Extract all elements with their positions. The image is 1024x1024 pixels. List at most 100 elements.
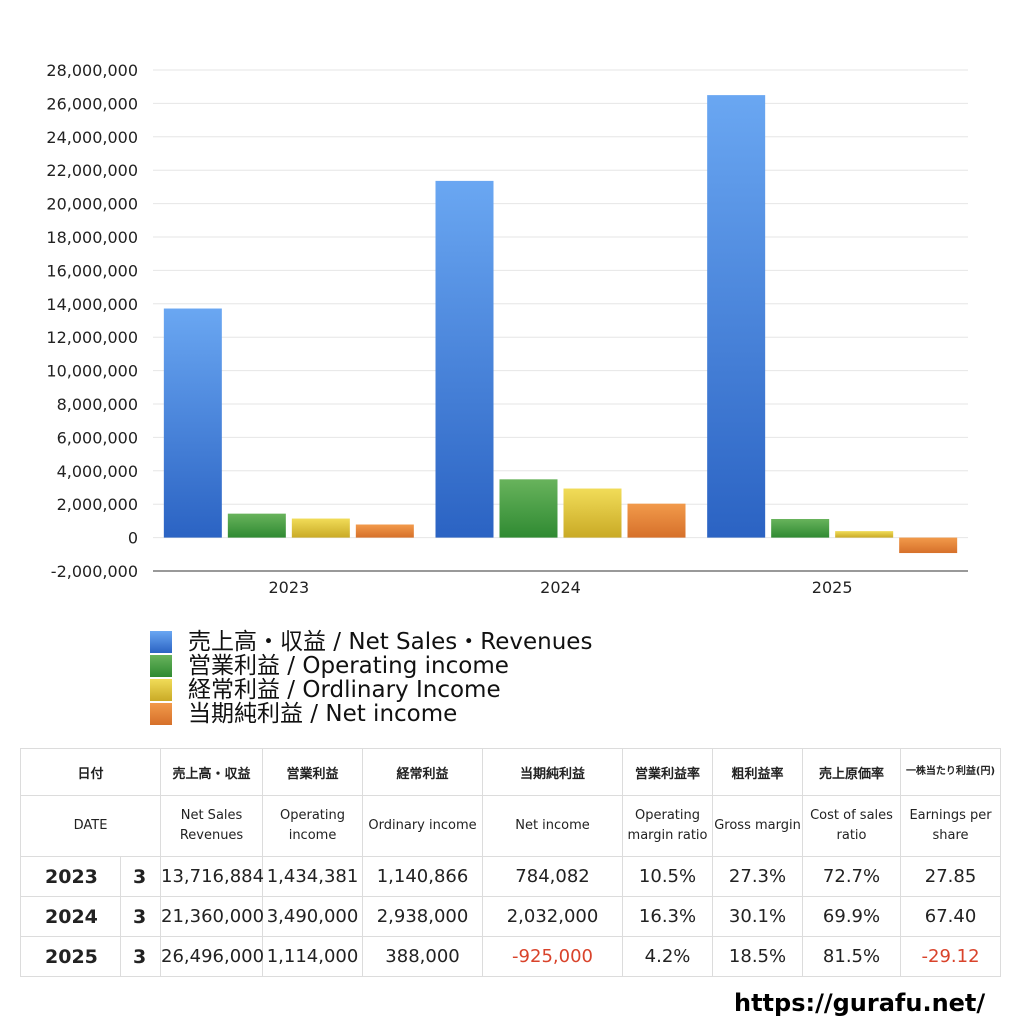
bar-2024-series-2 — [563, 488, 622, 538]
cell-gm: 27.3% — [712, 856, 804, 897]
cell-month: 3 — [119, 856, 162, 897]
legend-item-net-income: 当期純利益 / Net income — [150, 702, 592, 726]
cell-op: 1,114,000 — [262, 936, 364, 977]
cell-opm: 4.2% — [622, 936, 714, 977]
bar-2025-series-3 — [899, 537, 958, 554]
cell-eps: 67.40 — [900, 896, 1002, 937]
y-tick-label: 16,000,000 — [46, 261, 138, 280]
cell-year: 2023 — [20, 856, 121, 897]
cell-ord: 1,140,866 — [362, 856, 484, 897]
gridlines — [153, 69, 968, 572]
financial-table: 日付 売上高・収益 営業利益 経常利益 当期純利益 営業利益率 粗利益率 売上原… — [19, 748, 1002, 977]
bar-2023-series-0 — [163, 308, 222, 538]
legend-item-ordinary-income: 経常利益 / Ordlinary Income — [150, 678, 592, 702]
cell-eps: 27.85 — [900, 856, 1002, 897]
bar-2023-series-3 — [355, 524, 414, 538]
cell-net: 784,082 — [482, 856, 624, 897]
header-opm-jp: 営業利益率 — [622, 748, 714, 796]
cell-gm: 30.1% — [712, 896, 804, 937]
table-row-2023: 2023 3 13,716,884 1,434,381 1,140,866 78… — [20, 856, 1002, 897]
cell-opm: 10.5% — [622, 856, 714, 897]
header-op-en: Operating income — [262, 795, 364, 857]
cell-sales: 26,496,000 — [160, 936, 264, 977]
header-ord-en: Ordinary income — [362, 795, 484, 857]
y-tick-label: 12,000,000 — [46, 328, 138, 347]
y-tick-label: 28,000,000 — [46, 61, 138, 80]
header-ord-jp: 経常利益 — [362, 748, 484, 796]
y-tick-label: 10,000,000 — [46, 362, 138, 381]
cell-gm: 18.5% — [712, 936, 804, 977]
y-tick-label: 8,000,000 — [57, 395, 138, 414]
cell-month: 3 — [119, 896, 162, 937]
legend-label-operating-income: 営業利益 / Operating income — [188, 653, 509, 679]
cell-ord: 388,000 — [362, 936, 484, 977]
bar-2024-series-0 — [435, 180, 494, 538]
header-cos-en: Cost of sales ratio — [802, 795, 902, 857]
header-eps-jp: 一株当たり利益(円) — [900, 748, 1002, 796]
legend-label-net-income: 当期純利益 / Net income — [188, 701, 458, 727]
cell-net: -925,000 — [482, 936, 624, 977]
cell-eps: -29.12 — [900, 936, 1002, 977]
x-tick-label: 2025 — [812, 578, 853, 597]
cell-sales: 21,360,000 — [160, 896, 264, 937]
bar-2024-series-3 — [627, 503, 686, 538]
cell-opm: 16.3% — [622, 896, 714, 937]
header-sales-jp: 売上高・収益 — [160, 748, 264, 796]
header-net-jp: 当期純利益 — [482, 748, 624, 796]
x-tick-label: 2024 — [540, 578, 581, 597]
y-tick-label: 4,000,000 — [57, 462, 138, 481]
legend-swatch-net-income — [150, 703, 172, 725]
cell-year: 2024 — [20, 896, 121, 937]
x-axis-ticks: 2023 2024 2025 — [268, 578, 852, 597]
legend-swatch-operating-income — [150, 655, 172, 677]
bar-2023-series-1 — [227, 513, 286, 538]
header-net-en: Net income — [482, 795, 624, 857]
y-tick-label: 14,000,000 — [46, 295, 138, 314]
table-header-en: DATE Net Sales Revenues Operating income… — [19, 795, 1002, 857]
cell-op: 1,434,381 — [262, 856, 364, 897]
header-gm-en: Gross margin — [712, 795, 804, 857]
site-url[interactable]: https://gurafu.net/ — [734, 989, 986, 1017]
header-eps-en: Earnings per share — [900, 795, 1002, 857]
y-tick-label: 18,000,000 — [46, 228, 138, 247]
header-opm-en: Operating margin ratio — [622, 795, 714, 857]
legend: 売上高・収益 / Net Sales・Revenues 営業利益 / Opera… — [150, 630, 592, 726]
legend-item-net-sales: 売上高・収益 / Net Sales・Revenues — [150, 630, 592, 654]
bar-2023-series-2 — [291, 518, 350, 538]
bar-2025-series-1 — [771, 518, 830, 538]
legend-swatch-net-sales — [150, 631, 172, 653]
header-date-en: DATE — [19, 795, 162, 857]
legend-label-net-sales: 売上高・収益 / Net Sales・Revenues — [188, 629, 593, 655]
cell-op: 3,490,000 — [262, 896, 364, 937]
y-tick-label: 26,000,000 — [46, 94, 138, 113]
table-row-2025: 2025 3 26,496,000 1,114,000 388,000 -925… — [20, 936, 1002, 977]
cell-month: 3 — [119, 936, 162, 977]
x-tick-label: 2023 — [268, 578, 309, 597]
cell-sales: 13,716,884 — [160, 856, 264, 897]
cell-cos: 81.5% — [802, 936, 902, 977]
cell-ord: 2,938,000 — [362, 896, 484, 937]
cell-year: 2025 — [20, 936, 121, 977]
header-cos-jp: 売上原価率 — [802, 748, 902, 796]
y-axis-ticks: 28,000,000 26,000,000 24,000,000 22,000,000… — [46, 61, 138, 581]
header-gm-jp: 粗利益率 — [712, 748, 804, 796]
legend-swatch-ordinary-income — [150, 679, 172, 701]
y-tick-label: 22,000,000 — [46, 161, 138, 180]
header-op-jp: 営業利益 — [262, 748, 364, 796]
header-sales-en: Net Sales Revenues — [160, 795, 264, 857]
table-row-2024: 2024 3 21,360,000 3,490,000 2,938,000 2,… — [20, 896, 1002, 937]
cell-cos: 72.7% — [802, 856, 902, 897]
table-header-jp: 日付 売上高・収益 営業利益 経常利益 当期純利益 営業利益率 粗利益率 売上原… — [19, 748, 1002, 796]
y-tick-label: 24,000,000 — [46, 128, 138, 147]
y-tick-label: 0 — [128, 529, 138, 548]
bar-2025-series-0 — [707, 95, 766, 538]
bar-2025-series-2 — [835, 531, 894, 538]
y-tick-label: 6,000,000 — [57, 428, 138, 447]
y-tick-label: -2,000,000 — [51, 562, 138, 581]
header-date-jp: 日付 — [19, 748, 162, 796]
bars — [163, 95, 958, 554]
legend-label-ordinary-income: 経常利益 / Ordlinary Income — [188, 677, 501, 703]
cell-net: 2,032,000 — [482, 896, 624, 937]
y-tick-label: 2,000,000 — [57, 495, 138, 514]
bar-2024-series-1 — [499, 479, 558, 538]
